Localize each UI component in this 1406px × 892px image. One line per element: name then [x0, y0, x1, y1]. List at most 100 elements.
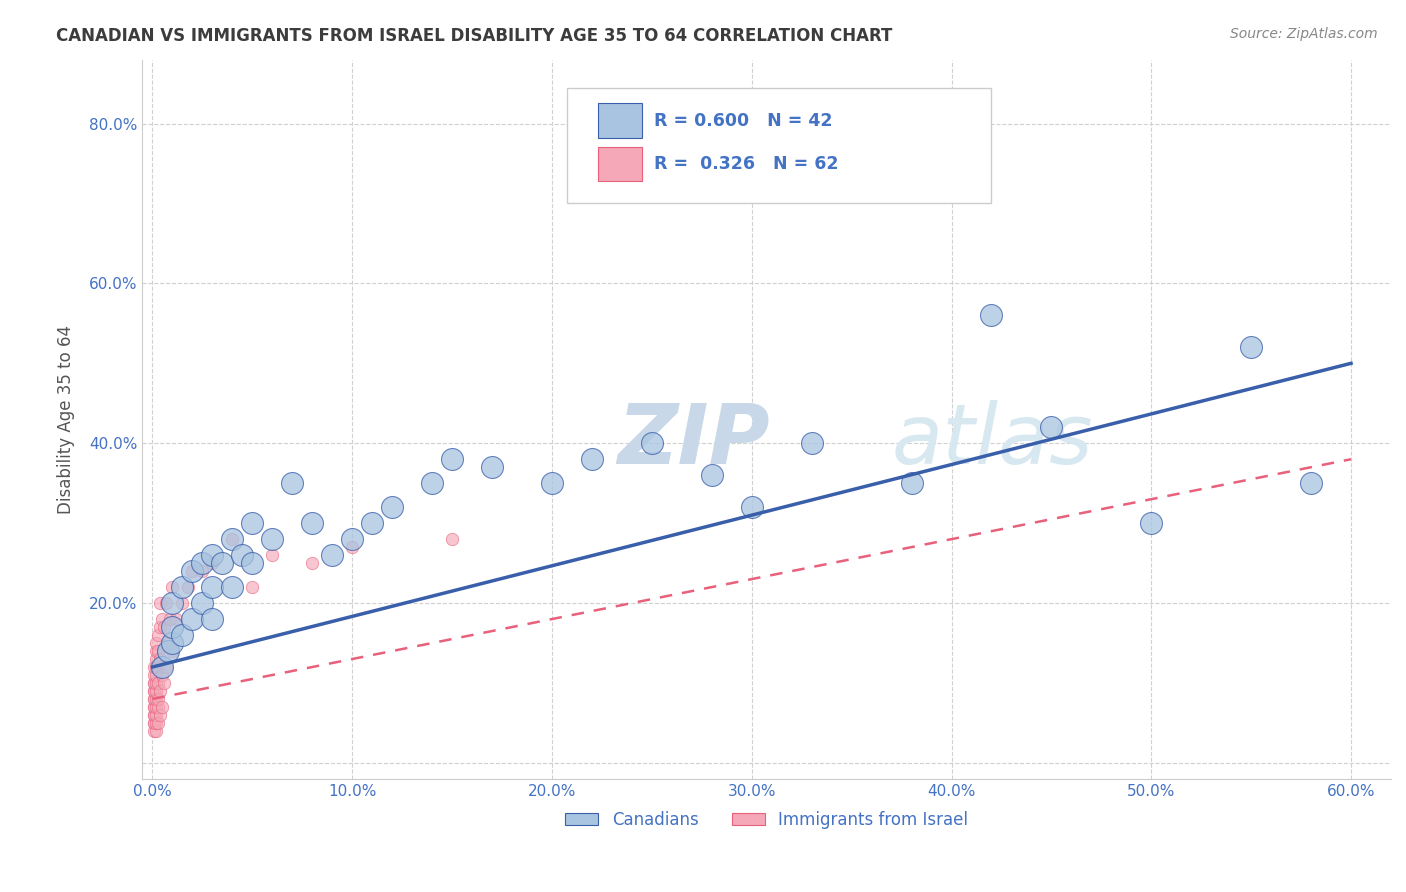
- Point: [145, 708, 167, 723]
- Text: CANADIAN VS IMMIGRANTS FROM ISRAEL DISABILITY AGE 35 TO 64 CORRELATION CHART: CANADIAN VS IMMIGRANTS FROM ISRAEL DISAB…: [56, 27, 893, 45]
- Legend: Canadians, Immigrants from Israel: Canadians, Immigrants from Israel: [558, 804, 976, 835]
- Point: [162, 620, 184, 634]
- Point: [152, 668, 174, 682]
- Point: [143, 723, 166, 738]
- Point: [157, 636, 180, 650]
- Point: [420, 476, 443, 491]
- Point: [201, 580, 224, 594]
- Point: [980, 309, 1002, 323]
- Point: [262, 532, 284, 546]
- Point: [143, 708, 166, 723]
- Point: [148, 644, 170, 658]
- Point: [1299, 476, 1322, 491]
- Point: [900, 476, 922, 491]
- Point: [148, 692, 170, 706]
- Y-axis label: Disability Age 35 to 64: Disability Age 35 to 64: [58, 325, 75, 514]
- Point: [191, 564, 214, 578]
- Point: [143, 716, 166, 731]
- Point: [148, 700, 170, 714]
- Point: [148, 716, 170, 731]
- Point: [149, 708, 172, 723]
- Point: [700, 468, 723, 483]
- Point: [221, 532, 243, 546]
- Point: [143, 700, 166, 714]
- Point: [361, 516, 384, 531]
- Point: [240, 516, 263, 531]
- Point: [581, 452, 603, 467]
- Point: [481, 460, 503, 475]
- Point: [143, 668, 166, 682]
- Point: [201, 612, 224, 626]
- Point: [145, 684, 167, 698]
- Text: R = 0.600   N = 42: R = 0.600 N = 42: [654, 112, 832, 129]
- Point: [301, 516, 323, 531]
- Point: [211, 556, 233, 570]
- Point: [321, 548, 343, 562]
- Point: [157, 644, 180, 658]
- Point: [152, 660, 174, 674]
- Point: [262, 548, 284, 562]
- Point: [149, 684, 172, 698]
- Point: [145, 660, 167, 674]
- Point: [191, 596, 214, 610]
- Point: [143, 676, 166, 690]
- Point: [149, 596, 172, 610]
- Point: [181, 612, 204, 626]
- Point: [148, 660, 170, 674]
- Point: [145, 716, 167, 731]
- Point: [301, 556, 323, 570]
- Point: [441, 532, 464, 546]
- Point: [281, 476, 304, 491]
- Point: [152, 612, 174, 626]
- Point: [177, 580, 200, 594]
- Point: [145, 692, 167, 706]
- Text: R =  0.326   N = 62: R = 0.326 N = 62: [654, 155, 839, 173]
- Text: ZIP: ZIP: [617, 401, 769, 482]
- Point: [381, 500, 404, 515]
- Point: [143, 692, 166, 706]
- Point: [221, 580, 243, 594]
- Point: [143, 716, 166, 731]
- Point: [1240, 340, 1263, 354]
- Point: [1040, 420, 1063, 434]
- Point: [641, 436, 664, 450]
- Point: [172, 580, 194, 594]
- Point: [165, 612, 187, 626]
- Point: [153, 676, 176, 690]
- Point: [340, 532, 363, 546]
- Point: [741, 500, 763, 515]
- Point: [145, 700, 167, 714]
- Point: [145, 668, 167, 682]
- Point: [201, 556, 224, 570]
- Point: [145, 652, 167, 666]
- Point: [145, 676, 167, 690]
- Point: [162, 580, 184, 594]
- Point: [143, 700, 166, 714]
- Point: [152, 700, 174, 714]
- Bar: [598, 103, 643, 138]
- Point: [143, 692, 166, 706]
- Point: [162, 644, 184, 658]
- Point: [148, 676, 170, 690]
- Point: [541, 476, 564, 491]
- Text: atlas: atlas: [891, 401, 1094, 482]
- Point: [240, 580, 263, 594]
- Point: [159, 612, 181, 626]
- Point: [162, 636, 184, 650]
- Point: [340, 540, 363, 554]
- Point: [221, 532, 243, 546]
- Point: [240, 556, 263, 570]
- FancyBboxPatch shape: [567, 88, 991, 203]
- Point: [143, 708, 166, 723]
- Point: [800, 436, 823, 450]
- Point: [201, 548, 224, 562]
- Point: [231, 548, 253, 562]
- Point: [162, 596, 184, 610]
- Point: [145, 723, 167, 738]
- Point: [1140, 516, 1163, 531]
- Point: [172, 596, 194, 610]
- Point: [441, 452, 464, 467]
- Point: [143, 676, 166, 690]
- Point: [143, 684, 166, 698]
- Point: [149, 620, 172, 634]
